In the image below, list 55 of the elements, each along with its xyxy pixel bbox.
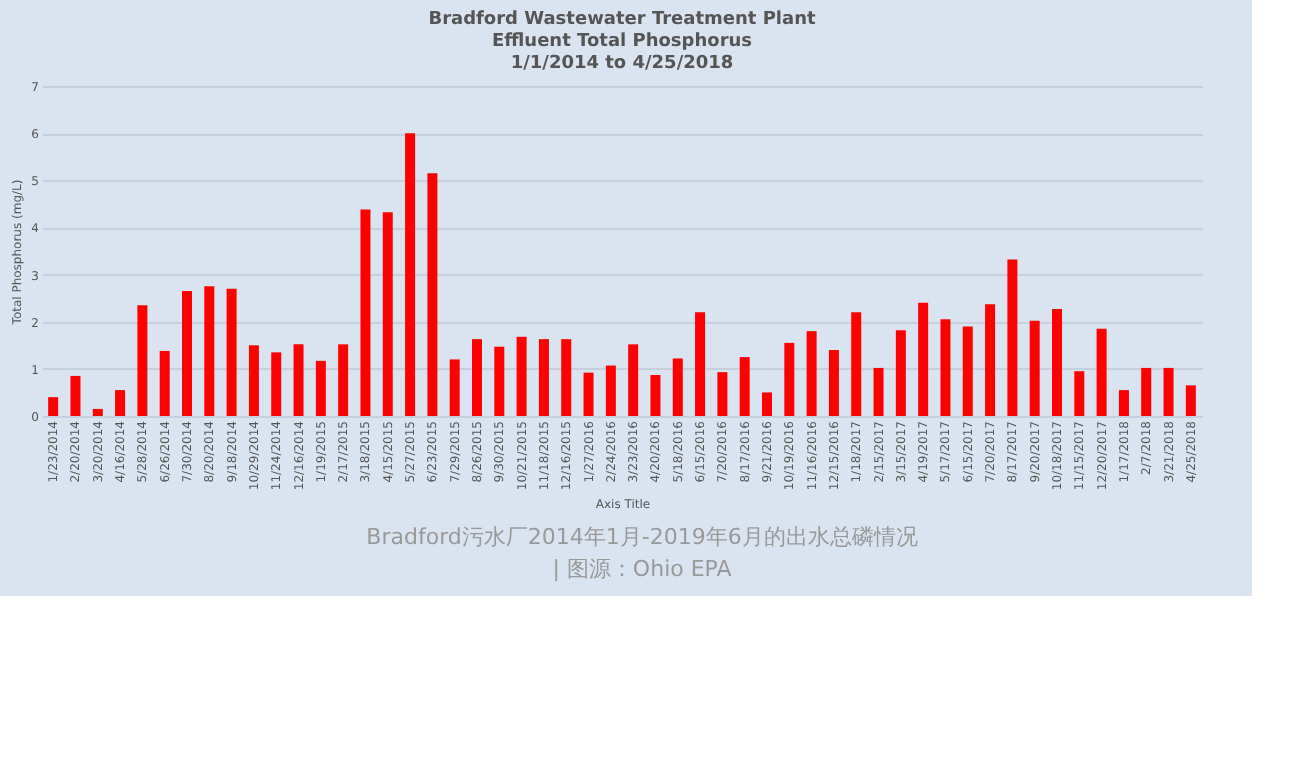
bar (338, 344, 349, 416)
bar (762, 392, 772, 416)
bar (449, 359, 460, 416)
bar (70, 375, 81, 416)
text: Bradford污水厂2014年1月-2019年6月的出水总磷情况 (366, 524, 918, 550)
text: | 图源：Ohio EPA (552, 556, 733, 582)
bar (583, 372, 594, 416)
bar (427, 173, 438, 416)
bar (1185, 385, 1196, 416)
bar (1007, 259, 1018, 416)
bar (828, 350, 839, 416)
bar (360, 209, 371, 416)
bar (204, 286, 215, 416)
bar (137, 305, 148, 416)
bar (851, 312, 862, 416)
bar (695, 312, 706, 416)
bar (48, 397, 59, 416)
bar (628, 344, 639, 416)
bar (1118, 390, 1129, 416)
bar (516, 336, 527, 416)
bar (650, 374, 661, 416)
bar (739, 357, 750, 416)
bar (271, 352, 282, 416)
bar (1052, 308, 1062, 416)
bar (494, 346, 505, 416)
bar (940, 319, 951, 416)
bar (226, 288, 237, 416)
bar (182, 291, 192, 416)
chart-title: Bradford Wastewater Treatment Plant Effluent Total Phosphorus 1/1/2014 to 4/25/2018 (428, 10, 817, 74)
bar (1074, 371, 1085, 416)
bar (806, 331, 817, 416)
bar (1163, 367, 1174, 416)
bar (672, 358, 683, 416)
bar (561, 339, 572, 416)
bar (895, 330, 906, 416)
bar (159, 350, 170, 416)
bar (248, 345, 259, 416)
bar (472, 339, 482, 416)
bar (1096, 328, 1107, 416)
bar (115, 390, 126, 416)
bar (605, 365, 616, 416)
bar (918, 302, 929, 416)
bar (717, 372, 728, 416)
bar (1141, 367, 1152, 416)
bar (92, 408, 103, 416)
bar (985, 304, 996, 416)
bar (538, 339, 549, 416)
bar (293, 344, 304, 416)
bar (315, 360, 326, 416)
bar (873, 367, 884, 416)
bar (1029, 320, 1040, 416)
bar (405, 133, 416, 416)
bar (962, 326, 973, 416)
bar (784, 342, 795, 416)
bar (382, 212, 393, 416)
